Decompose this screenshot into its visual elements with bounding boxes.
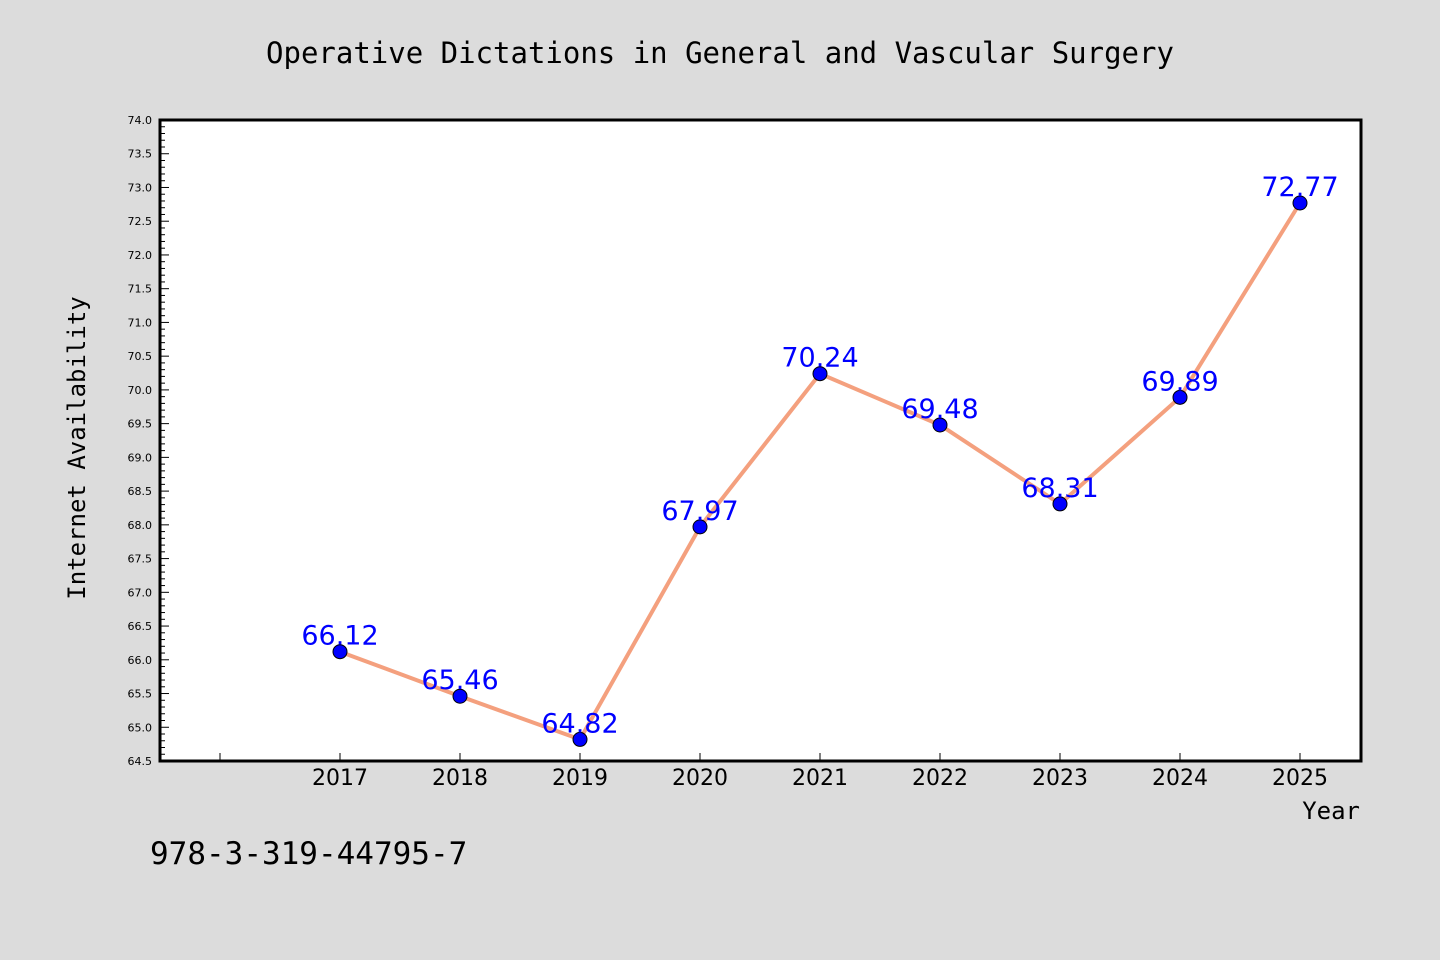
y-tick-label: 68.0: [128, 519, 153, 532]
data-label: 66.12: [301, 621, 378, 652]
y-tick-label: 74.0: [128, 114, 153, 127]
series-layer: [332, 195, 1308, 747]
x-tick-label: 2019: [552, 766, 608, 791]
y-tick-label: 69.0: [128, 451, 153, 464]
data-label: 67.97: [661, 496, 738, 527]
y-tick-label: 68.5: [128, 485, 153, 498]
plot-background: [160, 120, 1361, 761]
data-label: 69.89: [1141, 366, 1218, 397]
y-tick-label: 71.0: [128, 316, 153, 329]
data-point: [812, 366, 828, 382]
y-tick-label: 72.0: [128, 249, 153, 262]
y-tick-label: 65.0: [128, 721, 153, 734]
data-label: 72.77: [1261, 172, 1338, 203]
y-tick-label: 73.0: [128, 181, 153, 194]
x-tick-label: 2023: [1032, 766, 1088, 791]
y-tick-label: 64.5: [128, 755, 153, 768]
data-label: 69.48: [901, 394, 978, 425]
data-point: [1052, 496, 1068, 512]
data-point: [332, 644, 348, 660]
data-label: 64.82: [541, 708, 618, 739]
data-point: [572, 731, 588, 747]
data-point: [452, 688, 468, 704]
y-tick-label: 66.5: [128, 620, 153, 633]
y-tick-label: 69.5: [128, 418, 153, 431]
data-point: [692, 519, 708, 535]
plot-frame: [158, 118, 1363, 763]
y-tick-label: 70.0: [128, 384, 153, 397]
x-tick-label: 2018: [432, 766, 488, 791]
y-tick-label: 66.0: [128, 654, 153, 667]
y-tick-label: 71.5: [128, 283, 153, 296]
data-label: 70.24: [781, 343, 858, 374]
x-tick-label: 2020: [672, 766, 728, 791]
y-tick-label: 73.5: [128, 148, 153, 161]
y-tick-label: 65.5: [128, 688, 153, 701]
x-tick-label: 2022: [912, 766, 968, 791]
x-tick-label: 2024: [1152, 766, 1208, 791]
y-axis: 64.5 65.0 65.5 66.0 66.5 67.0 67.5 68.0 68.5 69.0…: [128, 114, 169, 768]
footer-text: 978-3-319-44795-7: [150, 836, 467, 872]
data-label: 68.31: [1021, 473, 1098, 504]
y-tick-label: 72.5: [128, 215, 153, 228]
y-axis-label: Internet Availability: [63, 296, 91, 599]
data-labels: 66.12 65.46 64.82 67.97 70.24 69.48 68.31 69.89…: [301, 172, 1338, 739]
x-axis: 2017 2018 2019 2020 2021 2022 2023 2024 2025: [219, 753, 1328, 791]
y-tick-label: 67.5: [128, 553, 153, 566]
y-tick-label: 67.0: [128, 586, 153, 599]
y-tick-label: 70.5: [128, 350, 153, 363]
data-point: [932, 417, 948, 433]
chart-title: Operative Dictations in General and Vasc…: [266, 36, 1174, 70]
x-tick-label: 2025: [1272, 766, 1328, 791]
x-tick-label: 2021: [792, 766, 848, 791]
data-point: [1292, 195, 1308, 211]
x-axis-label: Year: [1302, 797, 1360, 825]
data-point: [1172, 389, 1188, 405]
data-label: 65.46: [421, 665, 498, 696]
x-tick-label: 2017: [312, 766, 368, 791]
